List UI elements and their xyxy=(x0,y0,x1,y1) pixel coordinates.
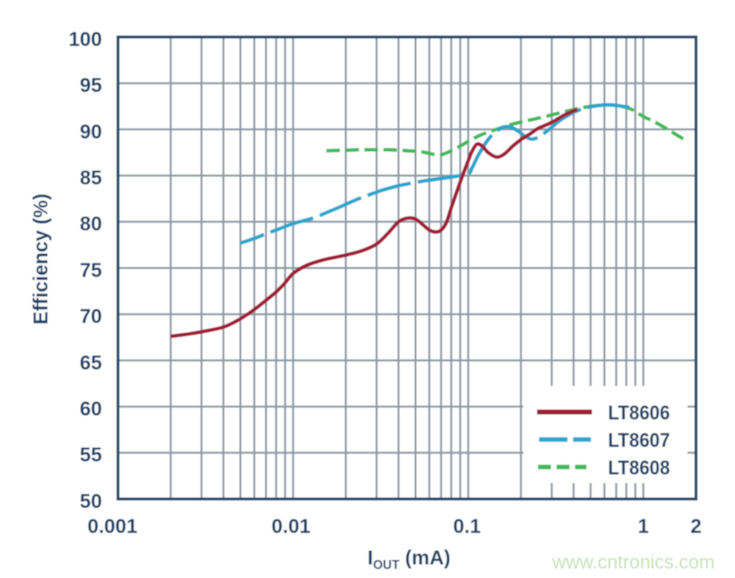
svg-text:55: 55 xyxy=(80,445,102,467)
svg-text:0.001: 0.001 xyxy=(87,516,137,538)
svg-text:www.cntronics.com: www.cntronics.com xyxy=(551,553,715,574)
svg-text:1: 1 xyxy=(638,516,649,538)
svg-text:90: 90 xyxy=(80,121,102,143)
svg-text:95: 95 xyxy=(80,75,102,97)
svg-text:0.1: 0.1 xyxy=(453,516,481,538)
svg-text:LT8608: LT8608 xyxy=(608,457,670,479)
svg-text:50: 50 xyxy=(80,491,102,513)
svg-text:100: 100 xyxy=(69,29,102,51)
svg-text:75: 75 xyxy=(80,260,102,282)
svg-text:65: 65 xyxy=(80,352,102,374)
svg-text:LT8606: LT8606 xyxy=(608,402,670,424)
svg-text:LT8607: LT8607 xyxy=(608,430,670,452)
svg-text:IOUT (mA): IOUT (mA) xyxy=(368,548,451,573)
svg-text:Efficiency (%): Efficiency (%) xyxy=(31,193,53,324)
svg-text:60: 60 xyxy=(80,399,102,421)
svg-text:0.01: 0.01 xyxy=(272,516,311,538)
svg-text:70: 70 xyxy=(80,306,102,328)
svg-text:85: 85 xyxy=(80,168,102,190)
svg-text:2: 2 xyxy=(690,516,701,538)
svg-text:80: 80 xyxy=(80,214,102,236)
